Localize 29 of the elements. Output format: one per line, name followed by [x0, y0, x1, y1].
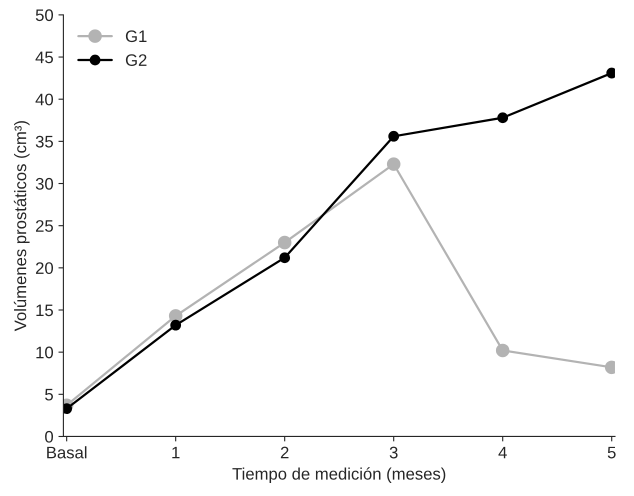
y-tick-label: 45 — [36, 52, 53, 64]
point — [496, 344, 510, 358]
y-tick-label: 15 — [36, 304, 53, 316]
y-axis-title: Volúmenes prostáticos (cm³) — [14, 121, 30, 332]
y-tick-label: 10 — [36, 346, 54, 358]
x-tick-label: 5 — [608, 446, 616, 458]
y-tick-label: 40 — [36, 94, 54, 106]
point — [170, 320, 182, 331]
y-tick-label: 20 — [36, 262, 54, 274]
legend-label: G1 — [126, 30, 146, 42]
x-tick-label: 2 — [280, 446, 288, 458]
x-tick-label: Basal — [47, 446, 86, 458]
legend-label: G2 — [126, 54, 146, 66]
y-tick-label: 30 — [36, 178, 54, 190]
point — [386, 157, 400, 171]
point — [168, 309, 182, 323]
point — [279, 252, 290, 264]
point — [388, 130, 400, 142]
point — [497, 112, 508, 124]
y-tick-label: 25 — [36, 220, 53, 232]
x-axis-title: Tiempo de medición (meses) — [232, 467, 446, 484]
y-tick-label: 50 — [36, 9, 54, 22]
y-tick-label: 35 — [36, 136, 53, 148]
y-tick-label: 0 — [45, 430, 54, 443]
x-tick-label: 3 — [390, 446, 398, 458]
y-tick-label: 5 — [45, 388, 53, 401]
x-tick-label: 4 — [498, 446, 507, 458]
x-tick-label: 1 — [172, 446, 180, 458]
point — [278, 236, 292, 250]
